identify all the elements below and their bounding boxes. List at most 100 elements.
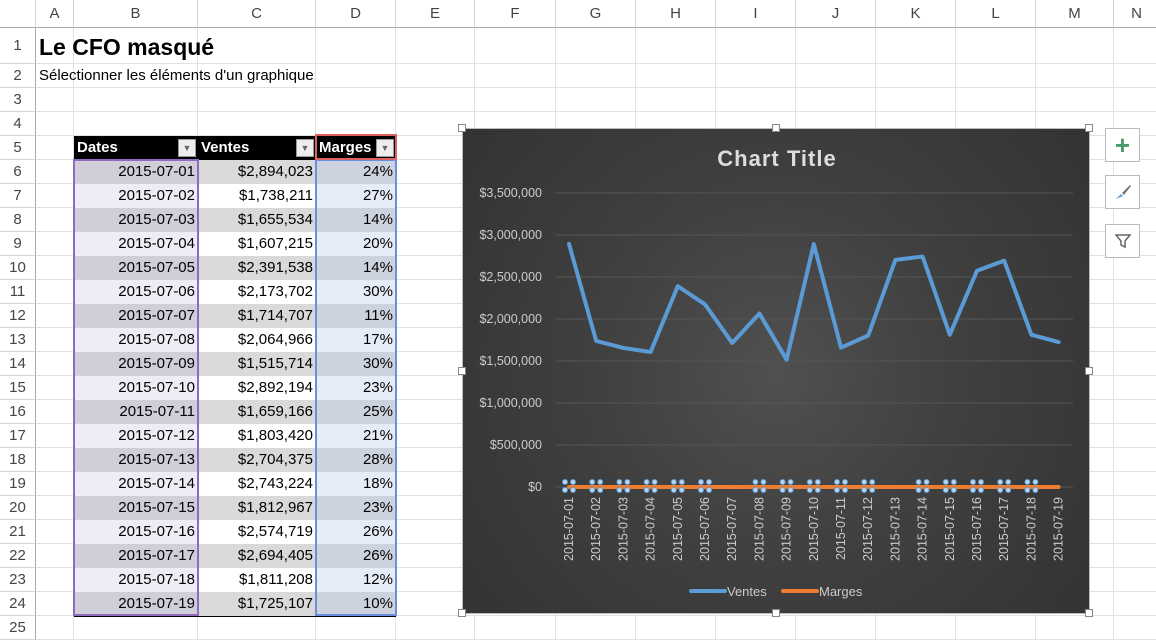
column-header[interactable]: G xyxy=(556,0,636,28)
column-header[interactable]: L xyxy=(956,0,1036,28)
resize-handle[interactable] xyxy=(458,124,466,132)
table-cell[interactable]: $2,064,966 xyxy=(198,328,316,353)
x-tick-label: 2015-07-08 xyxy=(752,497,766,561)
data-point xyxy=(705,486,706,487)
column-header[interactable]: H xyxy=(636,0,716,28)
row-header[interactable]: 12 xyxy=(0,304,36,328)
table-cell[interactable]: $2,892,194 xyxy=(198,376,316,401)
table-cell[interactable]: $1,655,534 xyxy=(198,208,316,233)
row-header[interactable]: 2 xyxy=(0,64,36,88)
table-cell[interactable]: $2,704,375 xyxy=(198,448,316,473)
chart-filters-button[interactable] xyxy=(1105,224,1140,258)
table-cell[interactable]: $2,743,224 xyxy=(198,472,316,497)
y-tick-label: $1,500,000 xyxy=(479,354,542,368)
data-point xyxy=(813,244,814,245)
selection-marker xyxy=(951,480,956,485)
chart-elements-button[interactable]: + xyxy=(1105,128,1140,162)
row-header[interactable]: 6 xyxy=(0,160,36,184)
column-header[interactable]: E xyxy=(396,0,475,28)
resize-handle[interactable] xyxy=(458,367,466,375)
table-cell[interactable]: $2,694,405 xyxy=(198,544,316,569)
x-tick-label: 2015-07-15 xyxy=(943,497,957,561)
row-header[interactable]: 23 xyxy=(0,568,36,592)
resize-handle[interactable] xyxy=(772,124,780,132)
table-cell[interactable]: $1,812,967 xyxy=(198,496,316,521)
table-cell[interactable]: $1,714,707 xyxy=(198,304,316,329)
selection-marker xyxy=(916,488,921,493)
row-header[interactable]: 15 xyxy=(0,376,36,400)
chart-title: Chart Title xyxy=(717,146,836,171)
row-header[interactable]: 3 xyxy=(0,88,36,112)
selection-marker xyxy=(788,488,793,493)
row-header[interactable]: 25 xyxy=(0,616,36,640)
row-header[interactable]: 22 xyxy=(0,544,36,568)
table-cell[interactable]: $2,574,719 xyxy=(198,520,316,545)
filter-icon xyxy=(1115,233,1131,249)
chart-styles-button[interactable] xyxy=(1105,175,1140,209)
table-cell[interactable]: $1,515,714 xyxy=(198,352,316,377)
data-point xyxy=(732,487,733,488)
column-header[interactable]: I xyxy=(716,0,796,28)
row-header[interactable]: 4 xyxy=(0,112,36,136)
row-header[interactable]: 8 xyxy=(0,208,36,232)
column-header[interactable]: J xyxy=(796,0,876,28)
row-header[interactable]: 21 xyxy=(0,520,36,544)
filter-dropdown-icon[interactable]: ▼ xyxy=(296,139,314,157)
table-cell[interactable]: $1,607,215 xyxy=(198,232,316,257)
selection-marker xyxy=(644,488,649,493)
row-header[interactable]: 10 xyxy=(0,256,36,280)
data-point xyxy=(623,487,624,488)
selection-marker xyxy=(943,480,948,485)
table-cell[interactable]: $2,391,538 xyxy=(198,256,316,281)
column-header[interactable]: F xyxy=(475,0,556,28)
column-header[interactable]: C xyxy=(198,0,316,28)
table-cell[interactable]: $1,738,211 xyxy=(198,184,316,209)
selection-marker xyxy=(843,488,848,493)
filter-dropdown-icon[interactable]: ▼ xyxy=(178,139,196,157)
resize-handle[interactable] xyxy=(458,609,466,617)
table-cell[interactable]: $1,659,166 xyxy=(198,400,316,425)
row-header[interactable]: 11 xyxy=(0,280,36,304)
row-header[interactable]: 9 xyxy=(0,232,36,256)
row-header[interactable]: 17 xyxy=(0,424,36,448)
table-cell[interactable]: $1,811,208 xyxy=(198,568,316,593)
selection-marker xyxy=(699,480,704,485)
selection-marker xyxy=(590,480,595,485)
column-header[interactable]: B xyxy=(74,0,198,28)
data-point xyxy=(623,347,624,348)
column-header[interactable]: N xyxy=(1114,0,1156,28)
resize-handle[interactable] xyxy=(1085,367,1093,375)
resize-handle[interactable] xyxy=(1085,124,1093,132)
row-header[interactable]: 5 xyxy=(0,136,36,160)
row-header[interactable]: 13 xyxy=(0,328,36,352)
select-all-corner[interactable] xyxy=(0,0,36,28)
selection-marker xyxy=(924,488,929,493)
column-header[interactable]: M xyxy=(1036,0,1114,28)
resize-handle[interactable] xyxy=(772,609,780,617)
row-header[interactable]: 7 xyxy=(0,184,36,208)
row-header[interactable]: 16 xyxy=(0,400,36,424)
data-point xyxy=(1031,334,1032,335)
table-cell[interactable]: $2,173,702 xyxy=(198,280,316,305)
column-header[interactable]: A xyxy=(36,0,74,28)
column-header[interactable]: D xyxy=(316,0,396,28)
selection-marker xyxy=(998,488,1003,493)
row-header[interactable]: 1 xyxy=(0,28,36,64)
row-header[interactable]: 18 xyxy=(0,448,36,472)
data-point xyxy=(1058,342,1059,343)
x-tick-label: 2015-07-12 xyxy=(861,497,875,561)
gridline xyxy=(1113,28,1114,639)
row-header[interactable]: 24 xyxy=(0,592,36,616)
row-header[interactable]: 14 xyxy=(0,352,36,376)
data-point xyxy=(1004,260,1005,261)
resize-handle[interactable] xyxy=(1085,609,1093,617)
row-header[interactable]: 20 xyxy=(0,496,36,520)
table-cell[interactable]: $1,725,107 xyxy=(198,592,316,617)
column-header[interactable]: K xyxy=(876,0,956,28)
table-cell[interactable]: $1,803,420 xyxy=(198,424,316,449)
selection-marker xyxy=(1025,480,1030,485)
chart[interactable]: Chart Title$0$500,000$1,000,000$1,500,00… xyxy=(462,128,1090,614)
sheet-subtitle: Sélectionner les éléments d'un graphique xyxy=(36,64,317,88)
row-header[interactable]: 19 xyxy=(0,472,36,496)
table-cell[interactable]: $2,894,023 xyxy=(198,160,316,185)
